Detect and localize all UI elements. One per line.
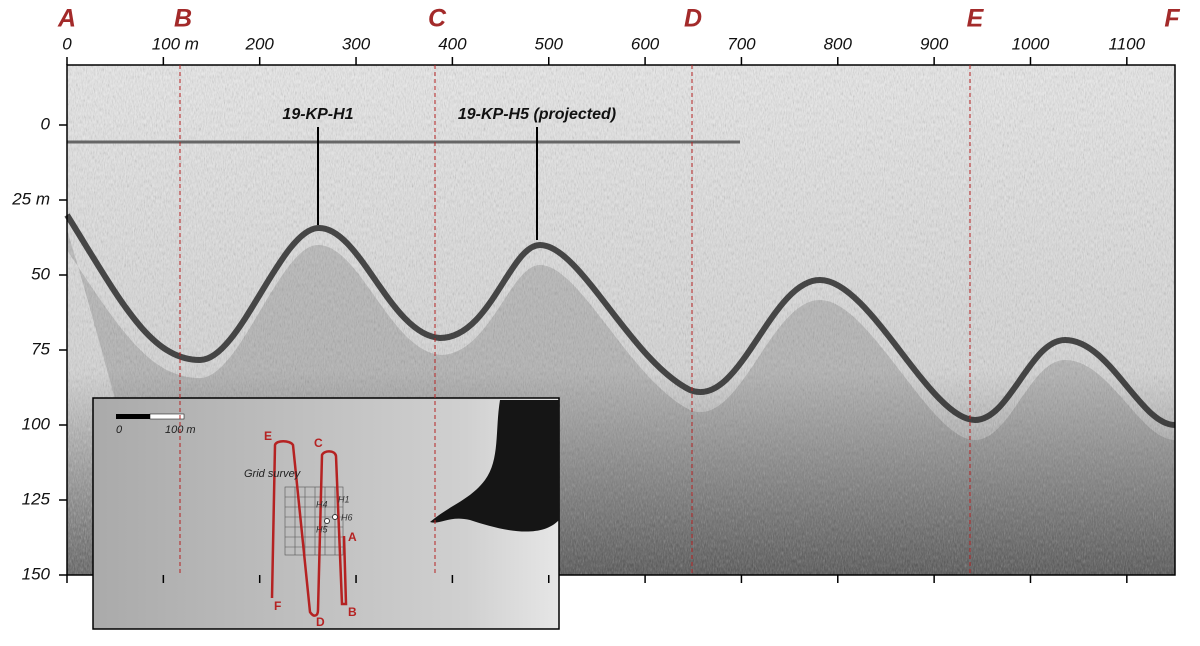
section-label: E [967, 5, 985, 33]
track-label: F [274, 599, 281, 613]
track-label: E [264, 429, 272, 443]
x-tick-label: 1100 [1109, 34, 1146, 53]
section-label: D [684, 5, 702, 33]
hole-label: H1 [338, 494, 350, 504]
x-tick-label: 100 m [152, 34, 199, 53]
track-label: B [348, 605, 357, 619]
x-tick-label: 300 [342, 34, 371, 53]
hole-label: H6 [341, 512, 353, 522]
section-label: B [174, 5, 192, 33]
y-tick-label: 125 [22, 489, 51, 508]
plot-frame [66, 64, 1176, 576]
grid-label: Grid survey [244, 468, 302, 480]
y-tick-label: 0 [41, 114, 51, 133]
x-tick-label: 800 [824, 34, 853, 53]
x-tick-label: 500 [535, 34, 564, 53]
scale-label: 0 [116, 424, 123, 436]
y-tick-label: 150 [22, 564, 51, 583]
x-tick-label: 200 [245, 34, 275, 53]
section-label: C [428, 5, 447, 33]
annotation: 19-KP-H5 (projected) [458, 106, 616, 123]
section-label: F [1164, 5, 1180, 33]
x-tick-label: 1000 [1012, 34, 1050, 53]
track-label: C [314, 436, 323, 450]
annotation: 19-KP-H1 [282, 106, 353, 123]
section-label: A [57, 5, 76, 33]
track-label: A [348, 530, 357, 544]
x-tick-label: 600 [631, 34, 660, 53]
x-tick-label: 400 [438, 34, 467, 53]
y-tick-label: 100 [22, 414, 51, 433]
track-label: D [316, 615, 325, 629]
x-tick-label: 0 [62, 34, 72, 53]
x-tick-label: 700 [727, 34, 756, 53]
hole-label: H5 [316, 524, 328, 534]
y-tick-label: 50 [31, 264, 50, 283]
x-tick-label: 900 [920, 34, 949, 53]
hole-label: H4 [316, 499, 328, 509]
y-tick-label: 25 m [11, 189, 50, 208]
y-tick-label: 75 [31, 339, 50, 358]
